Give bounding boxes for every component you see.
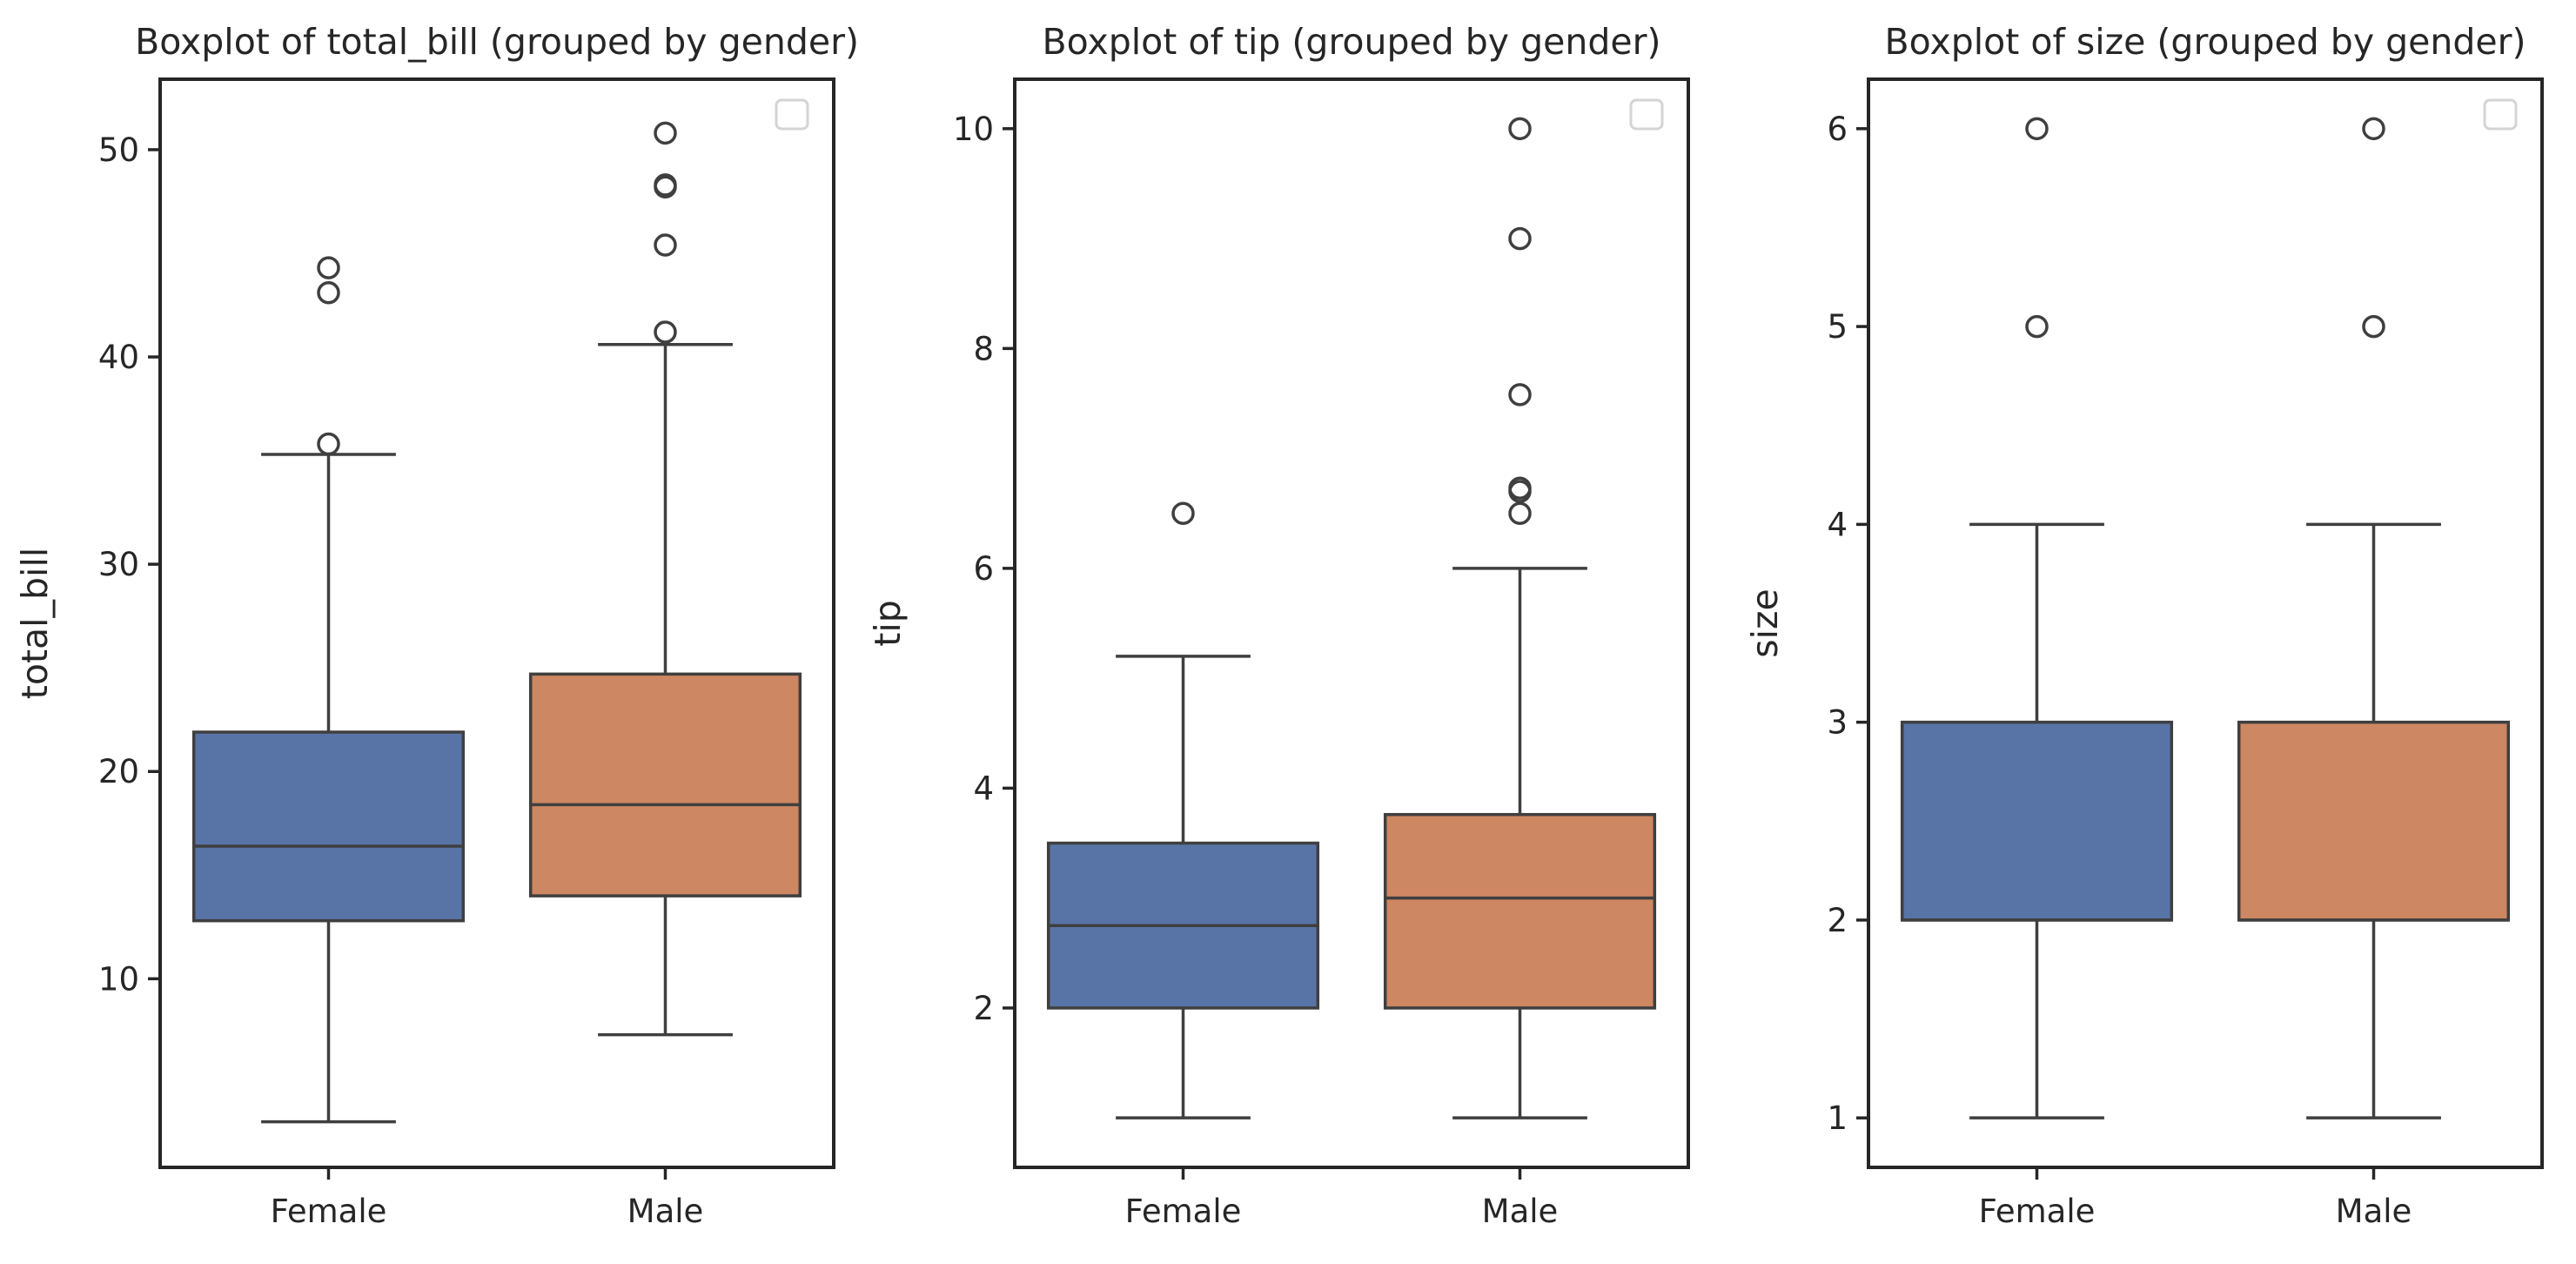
box-male (1383, 117, 1657, 1119)
outlier-point (1508, 501, 1532, 525)
y-tick-label: 6 (973, 550, 994, 588)
outlier-point (1508, 383, 1532, 407)
box-male (2237, 117, 2511, 1119)
iqr-box (1383, 812, 1657, 1010)
y-tick-label: 4 (973, 770, 994, 807)
y-axis-label: size (1744, 588, 1786, 658)
outlier-point (654, 173, 677, 197)
legend-box (775, 98, 809, 131)
x-tick-label: Male (2336, 1193, 2412, 1230)
outlier-point (1508, 476, 1532, 500)
y-tick-label: 10 (98, 960, 139, 998)
axes-frame (1013, 77, 1690, 1169)
outlier-point (654, 233, 677, 257)
outlier-point (654, 121, 677, 145)
outlier-point (317, 256, 340, 279)
y-tick-label: 50 (98, 131, 139, 169)
box-male (528, 121, 802, 1037)
box-female (1900, 117, 2174, 1119)
outlier-point (654, 320, 677, 344)
iqr-box (191, 730, 466, 923)
box-female (1046, 501, 1320, 1119)
x-tick-label: Male (627, 1193, 704, 1230)
x-tick-label: Female (1979, 1193, 2096, 1230)
axes-frame (1867, 77, 2544, 1169)
y-tick-label: 30 (98, 546, 139, 583)
outlier-point (317, 432, 340, 456)
subplot-title: Boxplot of total_bill (grouped by gender… (135, 21, 859, 63)
iqr-box (1900, 720, 2174, 922)
y-tick-label: 10 (953, 111, 994, 148)
y-tick-label: 4 (1827, 506, 1848, 543)
subplot-1: Boxplot of total_bill (grouped by gender… (14, 21, 859, 1230)
y-tick-label: 8 (973, 330, 994, 367)
y-axis-label: tip (867, 600, 909, 647)
outlier-point (2362, 117, 2385, 141)
y-tick-label: 2 (1827, 902, 1848, 939)
subplot-title: Boxplot of tip (grouped by gender) (1043, 21, 1661, 63)
legend-box (2483, 98, 2518, 131)
outlier-point (2025, 117, 2049, 141)
x-tick-label: Male (1482, 1193, 1559, 1230)
y-tick-label: 2 (973, 990, 994, 1027)
y-axis-label: total_bill (14, 548, 56, 699)
outlier-point (2025, 314, 2049, 339)
y-tick-label: 40 (98, 339, 139, 376)
y-tick-label: 6 (1827, 111, 1848, 148)
x-tick-label: Female (271, 1193, 387, 1230)
y-tick-label: 20 (98, 753, 139, 790)
subplot-2: Boxplot of tip (grouped by gender) tip 2 4 6… (867, 21, 1690, 1230)
outlier-point (1508, 117, 1532, 141)
outlier-point (317, 280, 340, 305)
axes-frame (158, 77, 835, 1169)
iqr-box (2237, 720, 2511, 922)
legend-box (1629, 98, 1664, 131)
subplot-3: Boxplot of size (grouped by gender) size 1… (1744, 21, 2544, 1230)
outlier-point (1508, 226, 1532, 251)
y-tick-label: 1 (1827, 1099, 1848, 1137)
outlier-point (2362, 314, 2385, 339)
box-female (191, 256, 466, 1124)
x-tick-label: Female (1125, 1193, 1242, 1230)
iqr-box (528, 672, 802, 898)
y-tick-label: 3 (1827, 704, 1848, 742)
y-tick-label: 5 (1827, 308, 1848, 346)
outlier-point (1171, 501, 1195, 525)
subplot-title: Boxplot of size (grouped by gender) (1885, 21, 2526, 63)
